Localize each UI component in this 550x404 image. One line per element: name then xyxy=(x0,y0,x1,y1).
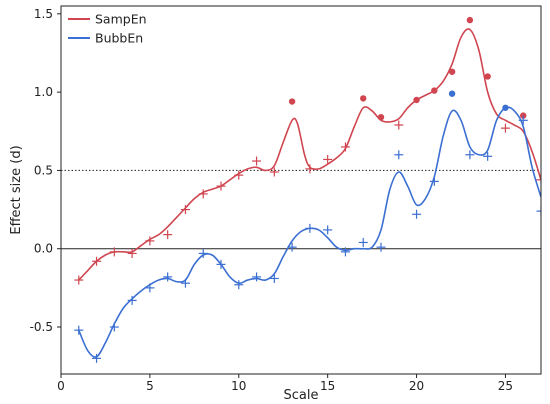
x-axis-ticks: 0 5 10 15 20 25 xyxy=(57,374,513,393)
data-point-bubben-significant xyxy=(448,90,456,97)
y-axis-ticks: -0.5 0.0 0.5 1.0 1.5 xyxy=(30,7,61,334)
data-point-bubben xyxy=(287,242,297,252)
data-point-sampen xyxy=(305,164,315,174)
data-point-sampen-significant xyxy=(377,113,385,121)
data-point-bubben xyxy=(109,322,119,332)
data-point-sampen xyxy=(269,167,279,177)
data-point-sampen-significant xyxy=(413,96,420,104)
series-layer xyxy=(74,16,541,363)
legend-item-bubben: BubbEn xyxy=(68,31,143,46)
data-point-sampen xyxy=(92,256,102,266)
data-point-bubben xyxy=(412,209,422,219)
data-point-bubben-significant xyxy=(502,104,509,111)
data-point-sampen xyxy=(536,175,541,185)
series-bubben xyxy=(74,90,541,363)
x-tick-label: 0 xyxy=(57,379,65,393)
legend-label-sampen: SampEn xyxy=(95,12,147,27)
data-point-sampen xyxy=(74,275,84,285)
data-point-sampen-significant xyxy=(288,98,296,105)
series-line-sampen xyxy=(78,28,541,281)
x-tick-label: 20 xyxy=(409,379,424,393)
data-point-sampen xyxy=(500,123,510,133)
series-sampen xyxy=(74,16,541,285)
data-point-bubben xyxy=(269,273,279,283)
y-tick-label: 0.0 xyxy=(34,242,53,256)
data-point-sampen xyxy=(252,156,262,166)
data-point-sampen xyxy=(394,120,404,130)
data-point-bubben xyxy=(234,280,244,290)
y-tick-label: 1.0 xyxy=(34,85,53,99)
data-point-bubben xyxy=(145,283,155,293)
data-point-bubben xyxy=(163,272,173,282)
data-point-sampen xyxy=(180,205,190,215)
x-tick-label: 10 xyxy=(231,379,246,393)
data-point-sampen xyxy=(163,230,173,240)
x-axis-title: Scale xyxy=(284,388,319,403)
x-tick-label: 25 xyxy=(498,379,513,393)
legend: SampEn BubbEn xyxy=(68,12,147,46)
data-point-bubben xyxy=(252,272,262,282)
legend-label-bubben: BubbEn xyxy=(95,31,143,46)
data-point-sampen-significant xyxy=(360,95,367,102)
data-point-sampen xyxy=(323,154,333,164)
data-point-bubben xyxy=(340,247,350,257)
data-point-bubben xyxy=(198,248,208,258)
data-point-bubben xyxy=(465,150,475,160)
data-point-bubben xyxy=(394,150,404,160)
data-point-bubben xyxy=(92,353,102,363)
data-point-bubben xyxy=(305,223,315,233)
reference-lines xyxy=(61,169,541,250)
data-point-sampen-significant xyxy=(484,73,491,80)
y-tick-label: -0.5 xyxy=(30,320,53,334)
data-point-sampen xyxy=(234,170,244,180)
x-tick-label: 5 xyxy=(146,379,154,393)
legend-item-sampen: SampEn xyxy=(68,12,147,27)
data-point-bubben xyxy=(376,242,386,252)
data-point-sampen xyxy=(198,189,208,199)
data-point-bubben xyxy=(323,225,333,235)
data-point-bubben xyxy=(358,237,368,247)
data-point-bubben xyxy=(483,151,493,161)
data-point-sampen-significant xyxy=(520,112,527,119)
data-point-bubben xyxy=(536,206,541,216)
data-point-sampen xyxy=(127,248,137,258)
y-tick-label: 0.5 xyxy=(34,163,53,177)
y-tick-label: 1.5 xyxy=(34,7,53,21)
data-point-sampen xyxy=(145,236,155,246)
y-axis-title: Effect size (d) xyxy=(9,145,24,234)
data-point-bubben xyxy=(74,325,84,335)
data-point-bubben xyxy=(127,295,137,305)
data-point-bubben xyxy=(180,278,190,288)
axes xyxy=(60,5,542,375)
x-tick-label: 15 xyxy=(320,379,335,393)
data-point-sampen xyxy=(340,142,350,152)
data-point-sampen-significant xyxy=(466,16,474,24)
data-point-sampen-significant xyxy=(448,68,456,75)
data-point-sampen-significant xyxy=(431,87,438,94)
data-point-bubben xyxy=(429,176,439,186)
data-point-sampen xyxy=(216,181,226,191)
data-point-bubben xyxy=(216,259,226,269)
plot-frame xyxy=(60,5,542,375)
data-point-sampen xyxy=(109,247,119,257)
data-point-bubben xyxy=(518,115,528,125)
